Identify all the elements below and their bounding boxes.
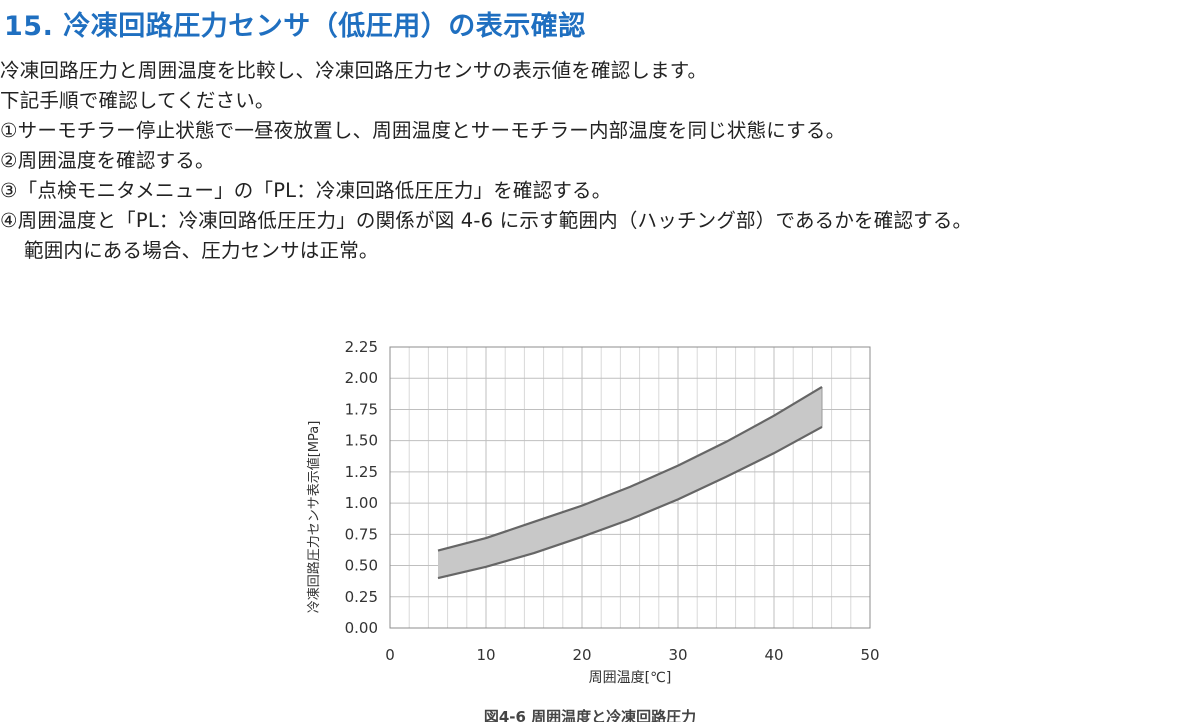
- y-tick-label: 0.75: [345, 525, 378, 543]
- x-tick-label: 0: [385, 646, 395, 664]
- y-tick-label: 1.75: [345, 400, 378, 418]
- x-tick-label: 20: [572, 646, 591, 664]
- y-tick-label: 2.25: [345, 338, 378, 356]
- chart-lines: [437, 386, 823, 580]
- x-tick-label: 50: [860, 646, 879, 664]
- y-tick-label: 0.00: [345, 619, 378, 637]
- step-3: ③「点検モニタメニュー」の「PL：冷凍回路低圧圧力」を確認する。: [0, 179, 612, 202]
- procedure-lead: 下記手順で確認してください。: [0, 89, 275, 112]
- y-tick-label: 0.50: [345, 557, 378, 575]
- x-tick-label: 10: [476, 646, 495, 664]
- y-tick-label: 1.50: [345, 432, 378, 450]
- x-tick-label: 30: [668, 646, 687, 664]
- step-2: ②周囲温度を確認する。: [0, 149, 215, 172]
- y-tick-label: 1.25: [345, 463, 378, 481]
- page-title: 15. 冷凍回路圧力センサ（低圧用）の表示確認: [4, 11, 586, 42]
- y-tick-label: 2.00: [345, 369, 378, 387]
- instructions-body: 冷凍回路圧力と周囲温度を比較し、冷凍回路圧力センサの表示値を確認します。 下記手…: [0, 56, 1200, 266]
- step-4-result: 範囲内にある場合、圧力センサは正常。: [24, 239, 379, 262]
- chart-ticks: 0 10 20 30 40 50 0.00 0.25 0.50 0.75 1.00 1.25 1.50 1…: [345, 338, 880, 664]
- figure-caption: 図4-6 周囲温度と冷凍回路圧力: [484, 708, 696, 722]
- step-4: ④周囲温度と「PL：冷凍回路低圧圧力」の関係が図 4-6 に示す範囲内（ハッチン…: [0, 209, 973, 232]
- x-tick-label: 40: [764, 646, 783, 664]
- y-tick-label: 1.00: [345, 494, 378, 512]
- plot-frame: [389, 346, 871, 629]
- pressure-temperature-chart: 0 10 20 30 40 50 0.00 0.25 0.50 0.75 1.00 1.25 1.50 1…: [280, 330, 920, 726]
- upper-limit-line: [437, 386, 823, 552]
- y-axis-label: 冷凍回路圧力センサ表示値[MPa]: [306, 421, 322, 614]
- x-axis-label: 周囲温度[℃]: [589, 670, 672, 686]
- intro-text: 冷凍回路圧力と周囲温度を比較し、冷凍回路圧力センサの表示値を確認します。: [0, 59, 708, 82]
- y-tick-label: 0.25: [345, 588, 378, 606]
- chart-band: [438, 386, 823, 579]
- step-1: ①サーモチラー停止状態で一昼夜放置し、周囲温度とサーモチラー内部温度を同じ状態に…: [0, 119, 846, 142]
- chart-svg: 0 10 20 30 40 50 0.00 0.25 0.50 0.75 1.00 1.25 1.50 1…: [306, 338, 880, 726]
- acceptable-range-band: [438, 386, 822, 579]
- lower-limit-line: [437, 425, 823, 580]
